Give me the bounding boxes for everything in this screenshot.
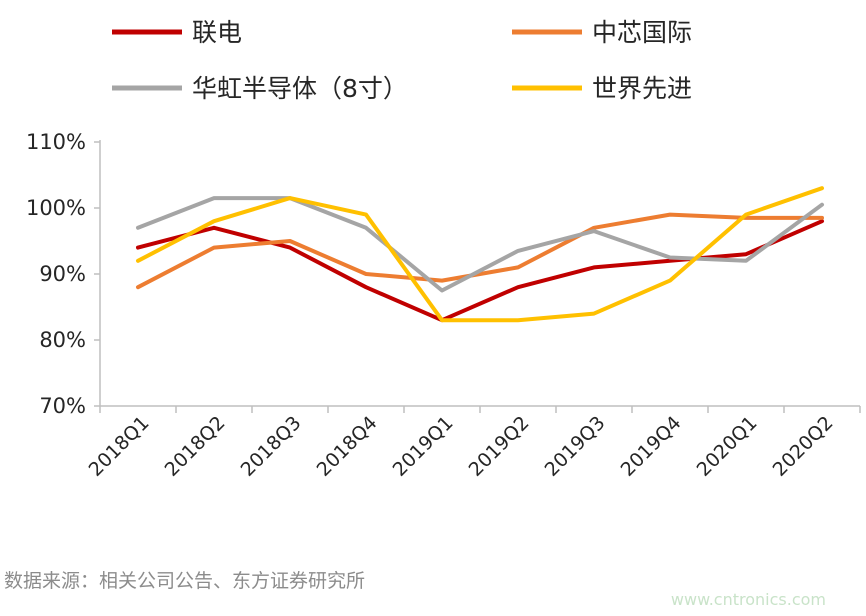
- source-note: 数据来源：相关公司公告、东方证券研究所: [4, 570, 366, 592]
- x-tick-label: 2019Q3: [541, 412, 610, 481]
- x-tick-label: 2018Q4: [313, 412, 382, 481]
- legend-label: 中芯国际: [592, 18, 692, 47]
- legend-label: 联电: [192, 18, 242, 47]
- y-tick-label: 90%: [39, 262, 86, 286]
- x-tick-label: 2018Q2: [161, 412, 230, 481]
- series-line-2: [136, 212, 824, 290]
- series-group: [136, 186, 824, 323]
- x-tick-label: 2020Q1: [693, 412, 762, 481]
- legend-label: 世界先进: [592, 74, 692, 103]
- y-tick-label: 80%: [39, 328, 86, 352]
- x-tick-label: 2018Q1: [85, 412, 154, 481]
- x-tick-label: 2019Q1: [389, 412, 458, 481]
- legend-label: 华虹半导体（8寸）: [192, 74, 408, 103]
- y-tick-label: 100%: [26, 196, 86, 220]
- watermark: www.cntronics.com: [670, 590, 826, 609]
- x-tick-label: 2019Q2: [465, 412, 534, 481]
- x-tick-label: 2020Q2: [769, 412, 838, 481]
- x-tick-label: 2019Q4: [617, 412, 686, 481]
- x-tick-label: 2018Q3: [237, 412, 306, 481]
- y-tick-label: 70%: [39, 394, 86, 418]
- y-tick-label: 110%: [26, 130, 86, 154]
- series-line-4: [136, 186, 824, 323]
- axes: 70% 80% 90% 100% 110% 2018Q1 2018Q2 2018Q3 2018Q…: [26, 130, 861, 481]
- series-line-3: [136, 196, 824, 293]
